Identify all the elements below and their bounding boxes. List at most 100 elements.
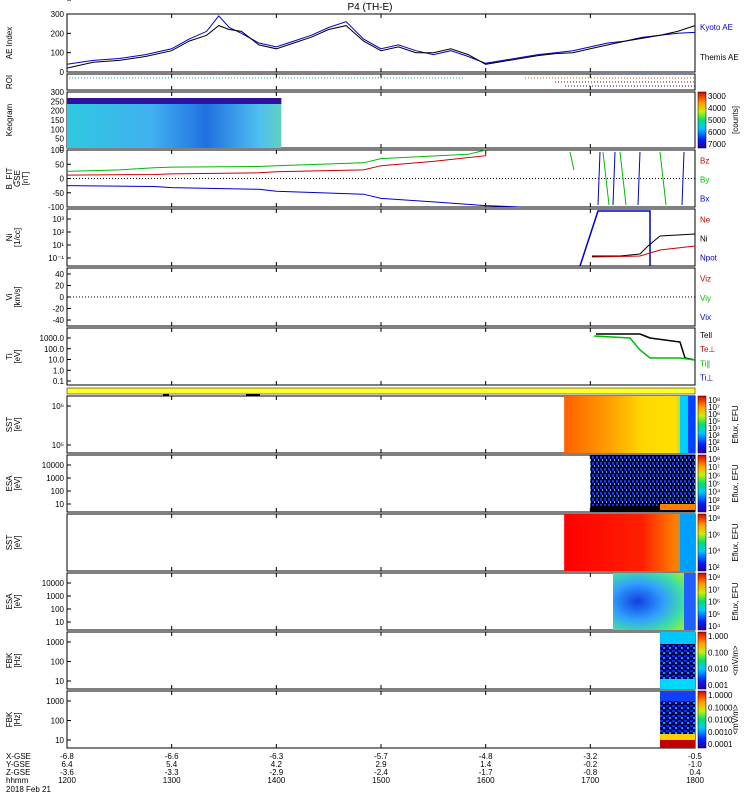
velocity-legend-0: Viz xyxy=(700,275,711,284)
bfield-series-2 xyxy=(66,185,521,208)
fbk1-ylabel: FBK xyxy=(5,652,14,668)
x-tick-z_gse: 0.4 xyxy=(689,768,701,777)
sst_ion-colorbar-tick: 10⁸ xyxy=(708,396,720,405)
esa_elec-spectrogram xyxy=(613,573,695,630)
keogram-colorbar-tick: 7000 xyxy=(708,140,726,149)
fbk2-frame xyxy=(66,690,696,749)
keogram-ytick-label: 50 xyxy=(55,135,64,144)
bfield-legend-0: Bz xyxy=(700,156,709,165)
fbk2-colorbar-tick: 1.0000 xyxy=(708,691,733,700)
fbk2-colorbar-label: <mV/m> xyxy=(731,704,740,735)
esa_elec-colorbar-label: Eflux, EFU xyxy=(731,582,740,620)
density-ytick-label: 10¹ xyxy=(52,241,64,250)
bfield-ylabel: B_FIT xyxy=(5,167,14,189)
ae-ytick-label: 300 xyxy=(51,10,65,19)
bfield-trace xyxy=(612,151,616,206)
temperature-legend-0: Tell xyxy=(700,331,712,340)
sst_ion-colorbar-tick: 10⁴ xyxy=(708,424,721,433)
fbk2-colorbar-tick: 0.0100 xyxy=(708,716,733,725)
fbk1-colorbar-tick: 0.100 xyxy=(708,648,729,657)
x-tick-x_gse: -6.3 xyxy=(269,752,283,761)
fbk1-ytick-label: 100 xyxy=(51,658,65,667)
esa_elec-ytick-label: 10 xyxy=(55,618,64,627)
sst_ion-colorbar-tick: 10⁶ xyxy=(708,410,720,419)
sst_elec-colorbar-tick: 10⁴ xyxy=(708,547,721,556)
ae-ytick-label: 200 xyxy=(51,29,65,38)
bfield-trace xyxy=(619,151,627,206)
density-ytick-label: 10³ xyxy=(52,215,64,224)
bfield-ytick-label: -50 xyxy=(52,189,64,198)
bfield-trace xyxy=(602,151,610,206)
x-tick-z_gse: -2.9 xyxy=(269,768,283,777)
fbk1-colorbar-tick: 0.010 xyxy=(708,665,729,674)
fbk2-band xyxy=(660,734,695,740)
density-ni xyxy=(592,233,696,257)
ae-frame xyxy=(66,13,696,73)
fbk2-band xyxy=(660,691,695,701)
sst_ion-ytick-label: 10⁶ xyxy=(52,402,64,411)
velocity-ylabel: [km/s] xyxy=(13,286,22,307)
sst_ion-colorbar xyxy=(697,395,707,454)
x-tick-x_gse: -0.5 xyxy=(688,752,702,761)
ae-series-1 xyxy=(66,25,696,69)
velocity-frame xyxy=(66,267,696,327)
esa_elec-colorbar xyxy=(697,572,707,631)
keogram-top-band xyxy=(67,98,282,104)
sst_ion-ylabel: [eV] xyxy=(13,417,22,431)
esa_ion-colorbar-label: Eflux, EFU xyxy=(731,464,740,502)
density-ne xyxy=(591,245,696,258)
bfield-trace xyxy=(637,151,641,206)
esa_ion-colorbar-tick: 10⁶ xyxy=(708,471,720,480)
esa_ion-ylabel: ESA xyxy=(5,475,14,492)
x-tick-y_gse: -0.2 xyxy=(583,760,597,769)
bfield-trace xyxy=(681,151,685,206)
sst_elec-colorbar-tick: 10⁸ xyxy=(708,514,720,523)
esa_ion-ytick-label: 10 xyxy=(55,500,64,509)
keogram-image xyxy=(67,98,282,148)
esa_ion-colorbar-tick: 10⁴ xyxy=(708,488,721,497)
fbk2-colorbar-tick: 0.1000 xyxy=(708,703,733,712)
esa_ion-floor xyxy=(590,506,695,512)
sst_ion-ytick-label: 10⁵ xyxy=(52,441,64,450)
keogram-colorbar-label: [counts] xyxy=(731,106,740,134)
sst_ion-colorbar-tick: 10⁵ xyxy=(708,417,720,426)
sst_ion-colorbar-tick: 10³ xyxy=(708,431,720,440)
quality-flag-mark xyxy=(246,394,260,396)
fbk1-ytick-label: 10 xyxy=(55,677,64,686)
esa_ion-band xyxy=(660,504,695,510)
esa_elec-colorbar-tick: 10⁷ xyxy=(708,585,720,594)
fbk2-ylabel: FBK xyxy=(5,711,14,727)
x-row-name-hhmm: hhmm xyxy=(6,776,29,785)
bfield-legend-2: Bx xyxy=(700,194,709,203)
keogram-ytick-label: 250 xyxy=(51,97,65,106)
keogram-colorbar xyxy=(697,91,707,149)
x-tick-z_gse: -3.3 xyxy=(165,768,179,777)
temperature-ti-par xyxy=(593,335,696,361)
bfield-legend-1: By xyxy=(700,175,709,184)
bfield-series-1 xyxy=(66,149,486,172)
keogram-colorbar-tick: 3000 xyxy=(708,92,726,101)
fbk1-ylabel: [Hz] xyxy=(13,653,22,667)
x-row-name-y-gse: Y-GSE xyxy=(6,760,30,769)
esa_elec-colorbar-tick: 10⁵ xyxy=(708,610,720,619)
bfield-trace xyxy=(659,151,667,206)
fbk1-band xyxy=(660,679,695,689)
sst_elec-ylabel: [eV] xyxy=(13,535,22,549)
fbk1-colorbar-label: <mV/m> xyxy=(731,645,740,676)
density-ytick-label: 10⁻¹ xyxy=(48,254,64,263)
ae-ytick-label: 100 xyxy=(51,49,65,58)
sst_ion-colorbar-tick: 10² xyxy=(708,438,720,447)
x-tick-x_gse: -6.8 xyxy=(60,752,74,761)
roi-ylabel: ROI xyxy=(5,75,14,89)
esa_elec-ylabel: [eV] xyxy=(13,594,22,608)
x-tick-x_gse: -6.6 xyxy=(165,752,179,761)
velocity-ytick-label: 40 xyxy=(55,270,64,279)
esa_elec-colorbar-tick: 10⁴ xyxy=(708,622,721,631)
sst_elec-colorbar-label: Eflux, EFU xyxy=(731,523,740,561)
temperature-ytick-label: 100.0 xyxy=(44,345,65,354)
sst_ion-colorbar-label: Eflux, EFU xyxy=(731,405,740,443)
temperature-tell xyxy=(596,333,696,361)
fbk1-frame xyxy=(66,631,696,690)
sst_elec-ylabel: SST xyxy=(5,535,14,551)
